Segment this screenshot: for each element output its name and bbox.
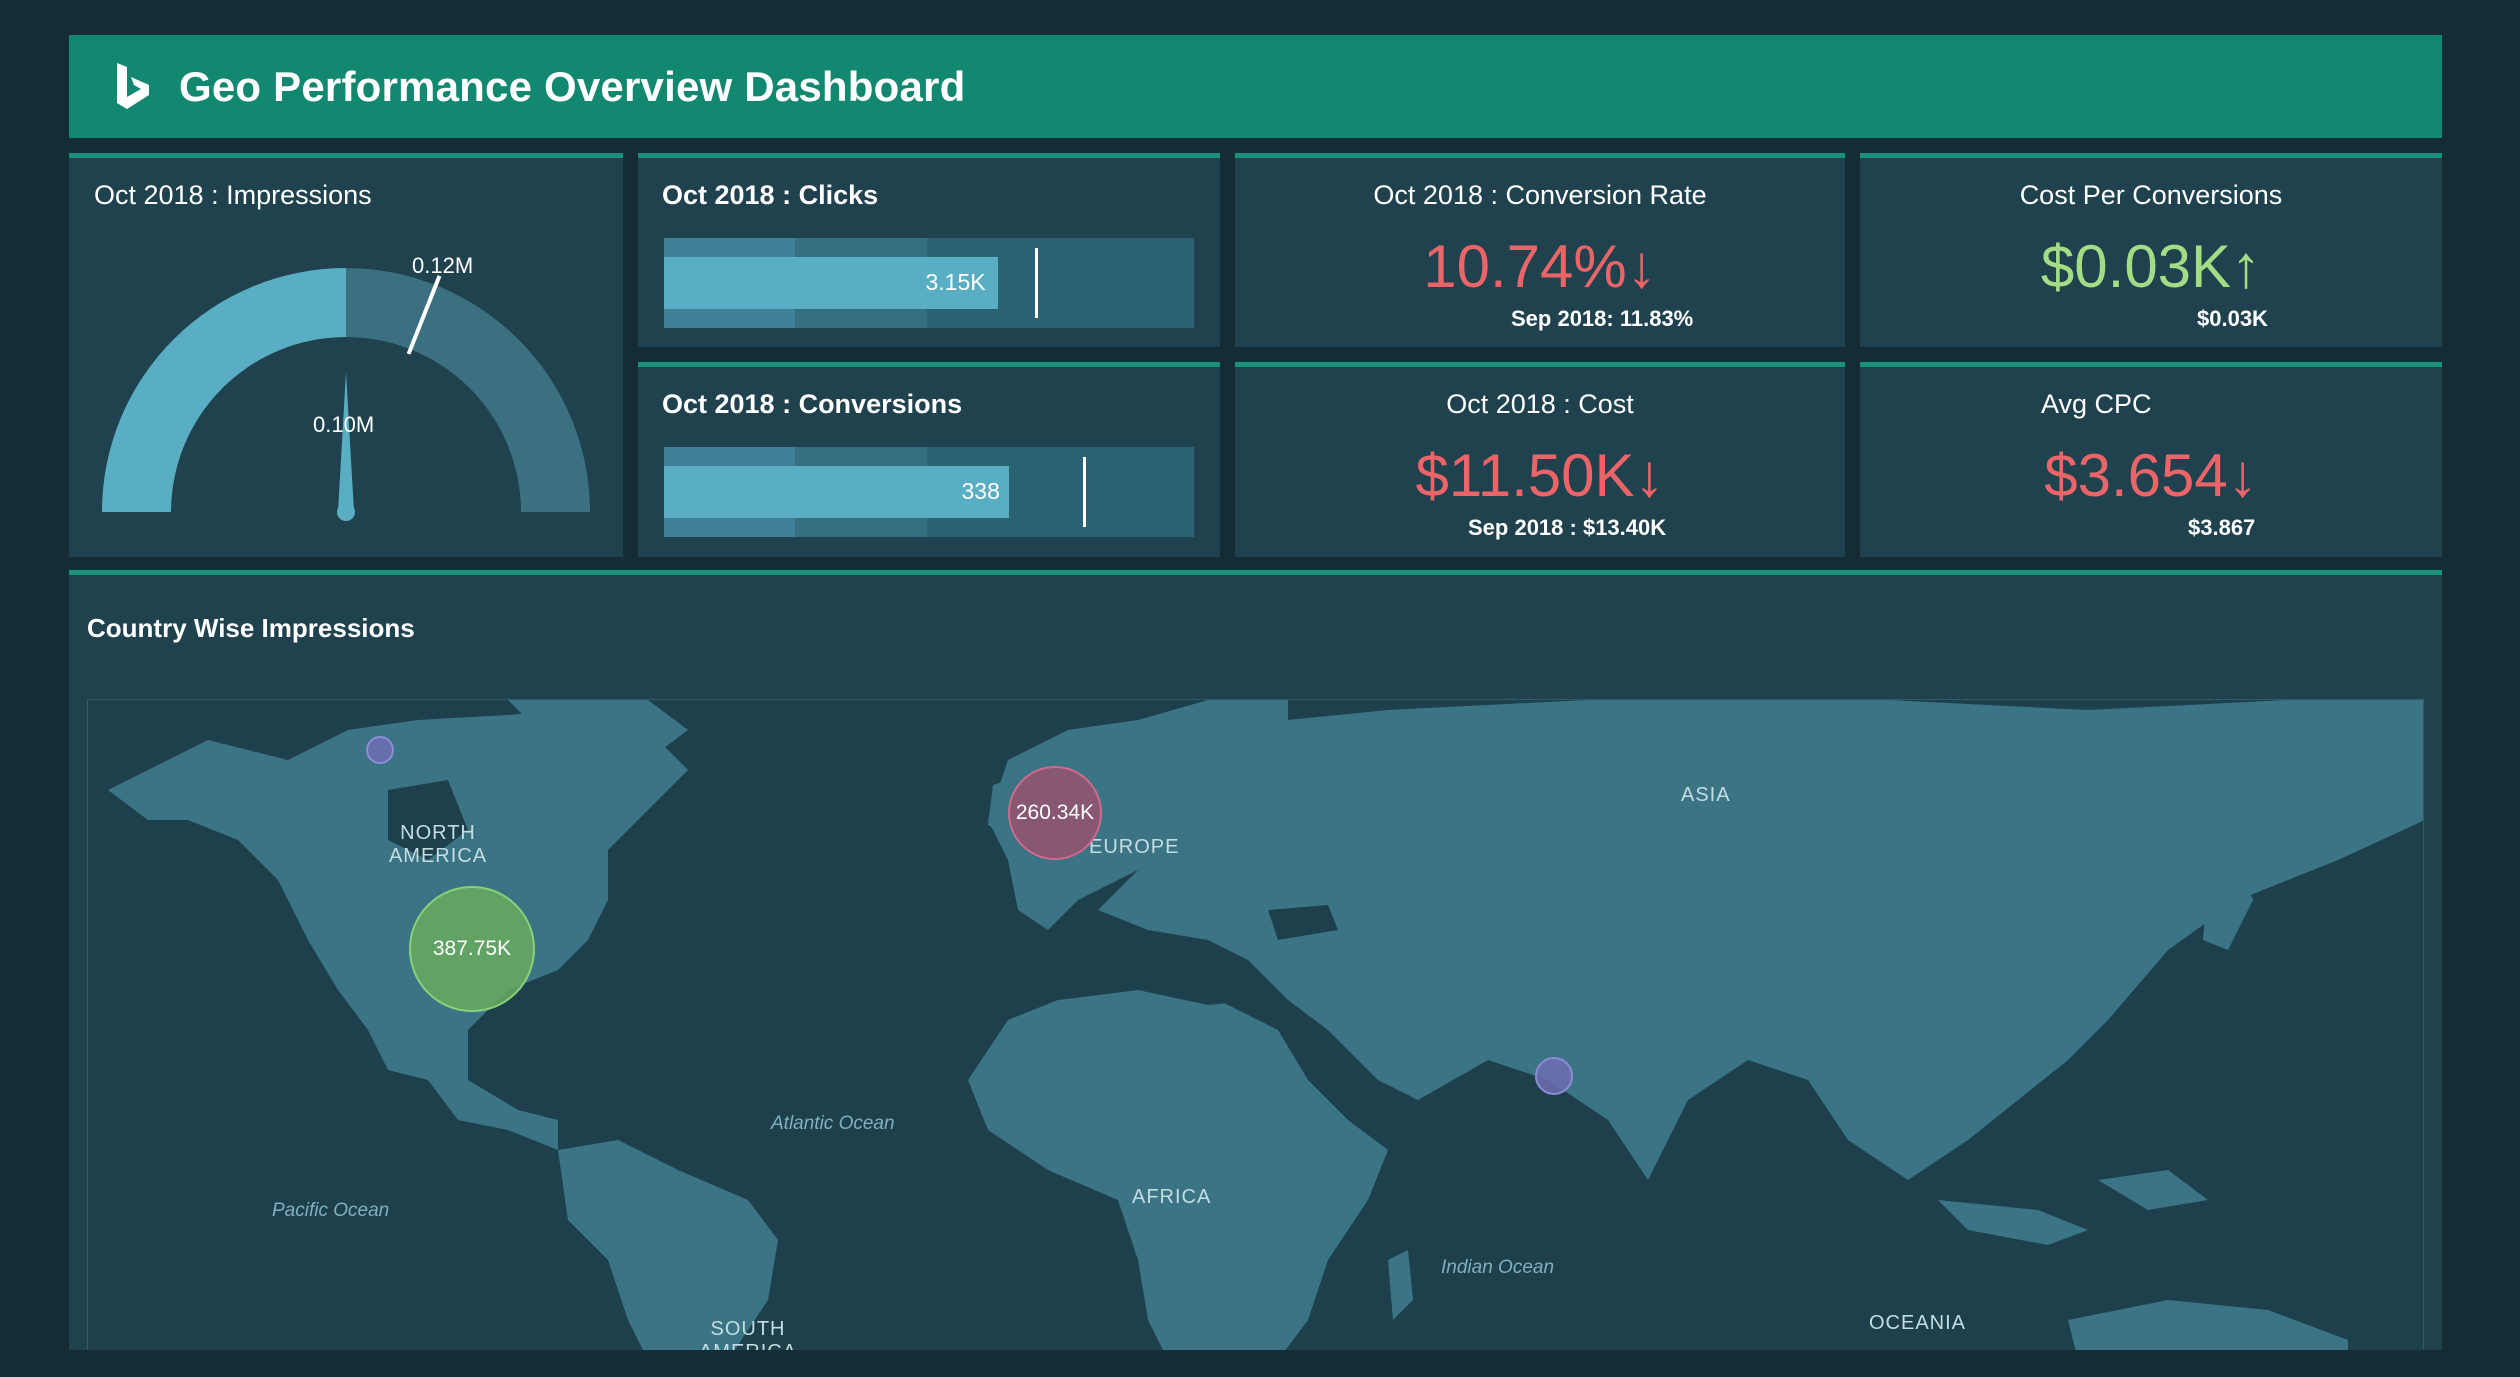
avg-cpc-card: Avg CPC $3.654↓ $3.867: [1860, 362, 2442, 557]
avg-cpc-title: Avg CPC: [2041, 389, 2152, 419]
clicks-target-marker: [1035, 248, 1038, 318]
clicks-value-bar: [664, 257, 998, 309]
clicks-bullet-chart: 3.15K: [664, 238, 1194, 328]
gauge-value-label: 0.10M: [313, 412, 374, 437]
conversions-bullet-chart: 338: [664, 447, 1194, 537]
bubble-canada[interactable]: [366, 736, 394, 764]
pacific-ocean-label: Pacific Ocean: [272, 1200, 390, 1221]
cost-per-conversion-value: $0.03K↑: [2040, 233, 2262, 300]
black-sea-shape: [1268, 905, 1338, 940]
gauge-needle: [338, 372, 354, 512]
greenland-shape: [508, 700, 688, 770]
bubble-united-kingdom[interactable]: 260.34K: [1008, 766, 1102, 860]
conversions-card: Oct 2018 : Conversions 338: [638, 362, 1220, 557]
madagascar-shape: [1388, 1250, 1413, 1320]
asia-shape: [1098, 700, 2423, 1180]
mediterranean-shape: [1048, 930, 1258, 1005]
north-america-shape: [108, 710, 688, 1150]
south-america-label-line1: SOUTH: [710, 1318, 786, 1340]
north-america-label-line2: AMERICA: [388, 845, 488, 867]
south-america-label: SOUTH AMERICA: [658, 1318, 838, 1350]
gulf-of-mexico-shape: [478, 1030, 568, 1090]
conversion-rate-value: 10.74%↓: [1423, 233, 1657, 300]
cost-per-conversion-comparison: $0.03K: [2197, 306, 2268, 331]
world-map[interactable]: NORTH AMERICA EUROPE ASIA AFRICA SOUTH A…: [87, 699, 2424, 1350]
avg-cpc-value: $3.654↓: [2044, 442, 2258, 509]
europe-shape: [988, 700, 1288, 930]
world-map-land: [108, 700, 2423, 1350]
atlantic-ocean-label: Atlantic Ocean: [771, 1113, 895, 1134]
cost-value: $11.50K↓: [1415, 442, 1665, 509]
gauge-hub: [337, 503, 355, 521]
bubble-united-states[interactable]: 387.75K: [409, 886, 535, 1012]
cost-per-conversion-title: Cost Per Conversions: [2019, 180, 2283, 210]
cost-per-conversion-card: Cost Per Conversions $0.03K↑ $0.03K: [1860, 153, 2442, 347]
clicks-title: Oct 2018 : Clicks: [662, 180, 879, 210]
conversions-title: Oct 2018 : Conversions: [662, 389, 963, 419]
north-america-label: NORTH AMERICA: [348, 822, 528, 868]
south-america-shape: [558, 1140, 778, 1350]
indonesia-shape: [1938, 1200, 2088, 1245]
gauge-target-marker: [406, 275, 442, 355]
gauge-target-label: 0.12M: [412, 253, 473, 278]
conversions-target-marker: [1083, 457, 1086, 527]
page-title: Geo Performance Overview Dashboard: [179, 62, 966, 110]
clicks-card: Oct 2018 : Clicks 3.15K: [638, 153, 1220, 347]
islands-shape: [2098, 1170, 2208, 1210]
oceania-label: OCEANIA: [1869, 1312, 1967, 1334]
bing-logo-icon: [117, 62, 149, 109]
conversion-rate-comparison: Sep 2018: 11.83%: [1511, 306, 1694, 331]
africa-shape: [968, 990, 1388, 1350]
impressions-card: Oct 2018 : Impressions 0.12M 0.10M: [69, 153, 623, 557]
bubble-india[interactable]: [1535, 1057, 1573, 1095]
asia-label: ASIA: [1681, 784, 1731, 806]
cost-card: Oct 2018 : Cost $11.50K↓ Sep 2018 : $13.…: [1235, 362, 1845, 557]
oceania-shape: [2068, 1300, 2348, 1350]
gauge-fill: [102, 268, 346, 512]
avg-cpc-comparison: $3.867: [2188, 515, 2256, 540]
indian-ocean-label: Indian Ocean: [1441, 1257, 1555, 1278]
north-america-label-line1: NORTH: [400, 822, 476, 844]
japan-shape: [2203, 860, 2253, 950]
impressions-title: Oct 2018 : Impressions: [94, 180, 372, 210]
cost-comparison: Sep 2018 : $13.40K: [1468, 515, 1667, 540]
clicks-value-label: 3.15K: [925, 269, 986, 295]
cost-title: Oct 2018 : Cost: [1446, 389, 1634, 419]
conversions-value-bar: [664, 466, 1009, 518]
south-america-label-line2: AMERICA: [658, 1341, 838, 1350]
country-impressions-card: Country Wise Impressions: [69, 570, 2442, 1350]
impressions-gauge: 0.12M 0.10M: [102, 253, 590, 521]
africa-label: AFRICA: [1132, 1186, 1212, 1208]
dashboard-header: Geo Performance Overview Dashboard: [69, 35, 2442, 138]
europe-label: EUROPE: [1089, 836, 1180, 858]
conversion-rate-card: Oct 2018 : Conversion Rate 10.74%↓ Sep 2…: [1235, 153, 1845, 347]
conversions-value-label: 338: [961, 478, 1000, 504]
hudson-bay-shape: [388, 780, 468, 860]
conversion-rate-title: Oct 2018 : Conversion Rate: [1373, 180, 1707, 210]
map-title: Country Wise Impressions: [87, 613, 415, 643]
